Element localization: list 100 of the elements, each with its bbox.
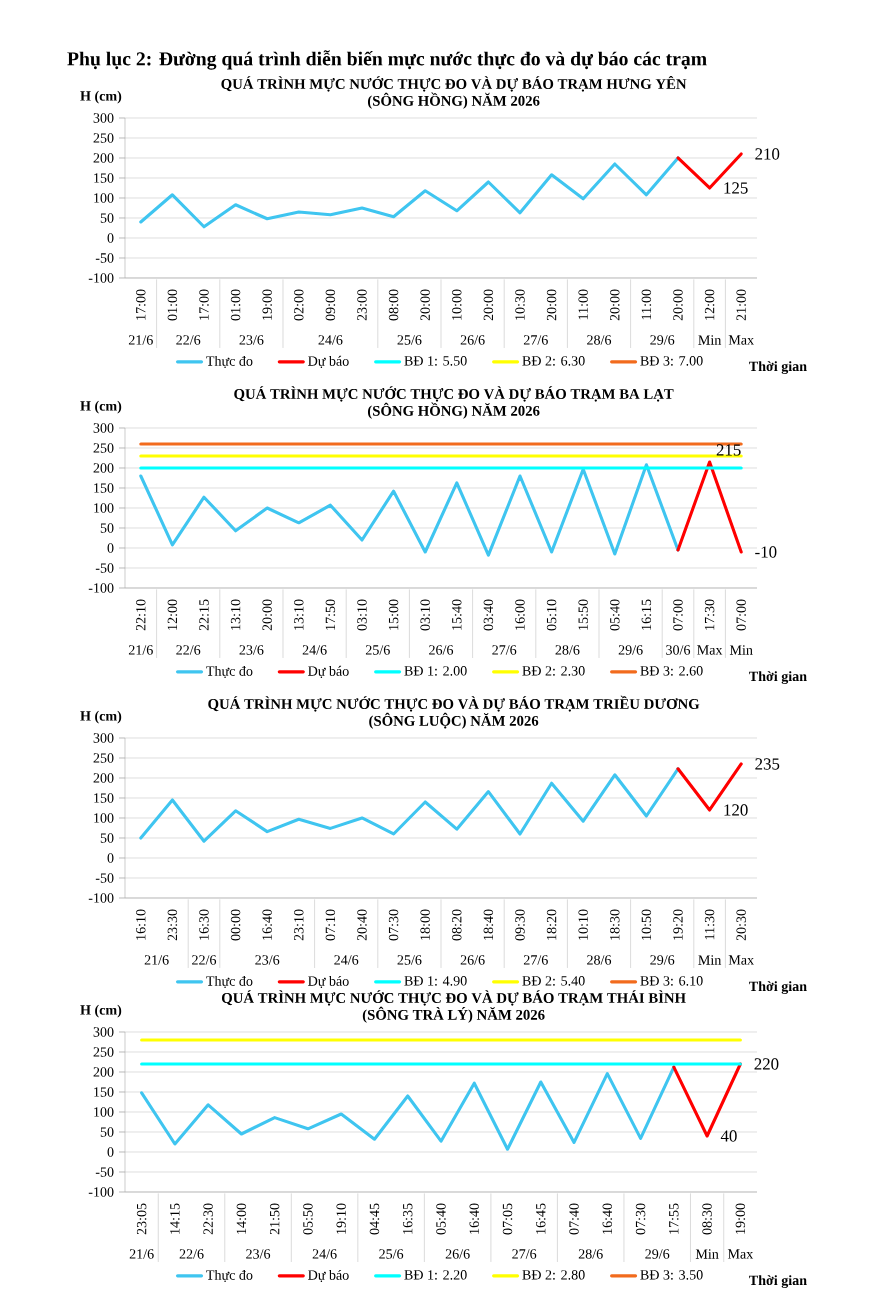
x-tick-label: 16:40: [602, 1203, 613, 1234]
x-axis-title: Thời gian: [749, 671, 807, 685]
text: 27/6: [523, 335, 548, 345]
x-tick-label: 07:30: [388, 909, 399, 941]
text: 25/6: [397, 955, 422, 965]
x-tick-label: 14:15: [170, 1203, 180, 1234]
x-tick-label: 22:30: [203, 1203, 213, 1235]
text: 28/6: [555, 645, 580, 655]
y-tick-label: 0: [107, 543, 114, 553]
data-label: 40: [720, 1130, 737, 1142]
legend-label: Dự báo: [308, 975, 349, 988]
y-tick-label: 300: [93, 1027, 114, 1037]
x-tick-label: 12:00: [167, 599, 178, 630]
x-tick-label: 17:55: [669, 1203, 679, 1234]
y-tick-label: 250: [93, 1047, 114, 1057]
x-tick-label: 16:15: [641, 599, 652, 630]
text: Max: [727, 1249, 754, 1259]
legend-label: Dự báo: [308, 1269, 349, 1283]
x-tick-label: 07:10: [325, 909, 336, 941]
legend-label: BĐ 2: 2.80: [522, 1270, 585, 1280]
x-tick-label: 07:00: [736, 599, 746, 631]
legend-label: BĐ 2: 2.30: [522, 666, 585, 676]
x-tick-label: 21:50: [269, 1203, 280, 1235]
x-tick-label: 20:00: [483, 289, 494, 321]
text: 26/6: [445, 1249, 470, 1259]
x-tick-label: 19:20: [673, 909, 683, 940]
x-tick-label: 03:10: [420, 599, 430, 631]
y-tick-label: 200: [93, 153, 114, 163]
legend-label: Thực đo: [206, 355, 253, 368]
y-tick-label: -100: [88, 583, 114, 593]
x-tick-label: 11:30: [704, 909, 715, 940]
x-tick-label: 03:10: [357, 599, 367, 631]
x-tick-label: 03:40: [483, 599, 494, 631]
text: 25/6: [379, 1249, 404, 1259]
x-tick-label: 23:00: [357, 289, 367, 321]
x-tick-label: 07:05: [502, 1203, 513, 1235]
y-tick-label: 0: [107, 1147, 114, 1157]
x-tick-label: 20:40: [357, 909, 367, 941]
y-tick-label: 200: [93, 773, 114, 783]
x-tick-label: 17:30: [704, 599, 715, 630]
x-tick-label: 05:50: [303, 1203, 313, 1235]
y-tick-label: 0: [107, 233, 114, 243]
y-tick-label: 150: [94, 1087, 114, 1097]
line-series: [139, 156, 680, 229]
text: 24/6: [318, 335, 343, 345]
x-tick-label: 05:40: [610, 599, 620, 631]
legend-label: BĐ 2: 6.30: [522, 356, 585, 366]
text: Max: [697, 645, 723, 655]
y-axis-title: H (cm): [80, 1004, 122, 1018]
x-tick-label: 10:30: [515, 289, 525, 320]
text: Min: [695, 1249, 719, 1259]
x-axis-title: Thời gian: [749, 1275, 807, 1289]
y-tick-label: 150: [94, 793, 114, 803]
x-tick-label: 18:00: [420, 909, 430, 940]
chart-subtitle: (SÔNG HỒNG) NĂM 2026: [367, 402, 540, 419]
text: 24/6: [334, 955, 359, 965]
text: 21/6: [129, 1249, 154, 1259]
x-tick-label: 19:00: [735, 1203, 746, 1234]
y-tick-label: 0: [107, 853, 114, 863]
y-tick-label: -100: [88, 273, 114, 283]
x-tick-label: 16:10: [136, 909, 146, 940]
x-tick-label: 16:45: [536, 1203, 546, 1234]
legend-label: BĐ 3: 6.10: [640, 976, 703, 986]
y-tick-label: -100: [88, 1187, 114, 1197]
x-tick-label: 19:00: [262, 289, 272, 320]
chart-title: QUÁ TRÌNH MỰC NƯỚC THỰC ĐO VÀ DỰ BÁO TRẠM THÁI BÌNH: [221, 990, 686, 1006]
text: Min: [698, 335, 722, 345]
text: 24/6: [302, 645, 327, 655]
y-tick-label: 150: [94, 483, 114, 493]
x-tick-label: 01:00: [230, 289, 241, 321]
legend-label: Thực đo: [206, 1269, 253, 1282]
legend-label: Dự báo: [308, 665, 349, 678]
y-tick-label: 250: [93, 753, 114, 763]
x-tick-label: 17:00: [136, 289, 146, 320]
legend-label: BĐ 3: 7.00: [640, 356, 703, 366]
y-tick-label: -50: [95, 1167, 114, 1177]
y-axis-title: H (cm): [80, 710, 122, 724]
text: 30/6: [666, 645, 691, 655]
text: 21/6: [144, 955, 169, 965]
y-tick-label: 300: [93, 423, 114, 433]
x-tick-label: 20:00: [420, 289, 430, 321]
x-tick-label: 16:30: [199, 909, 209, 940]
y-tick-label: 300: [93, 733, 114, 743]
text: 28/6: [587, 955, 612, 965]
x-axis-title: Thời gian: [749, 361, 807, 375]
x-tick-label: 10:50: [641, 909, 652, 940]
chart-title: QUÁ TRÌNH MỰC NƯỚC THỰC ĐO VÀ DỰ BÁO TRẠM HƯNG YÊN: [221, 75, 687, 92]
legend-label: BĐ 1: 4.90: [404, 976, 467, 986]
data-label: 235: [755, 758, 780, 770]
text: 26/6: [460, 955, 485, 965]
data-label: 215: [716, 444, 741, 456]
x-tick-label: 20:30: [736, 909, 746, 941]
x-tick-label: 07:40: [569, 1203, 579, 1235]
x-tick-label: 19:10: [336, 1203, 346, 1234]
x-tick-label: 23:10: [294, 909, 304, 941]
x-tick-label: 05:10: [546, 599, 557, 631]
x-tick-label: 13:10: [294, 599, 304, 630]
x-tick-label: 08:30: [702, 1203, 712, 1235]
x-tick-label: 16:00: [515, 599, 525, 630]
x-tick-label: 18:30: [610, 909, 620, 940]
